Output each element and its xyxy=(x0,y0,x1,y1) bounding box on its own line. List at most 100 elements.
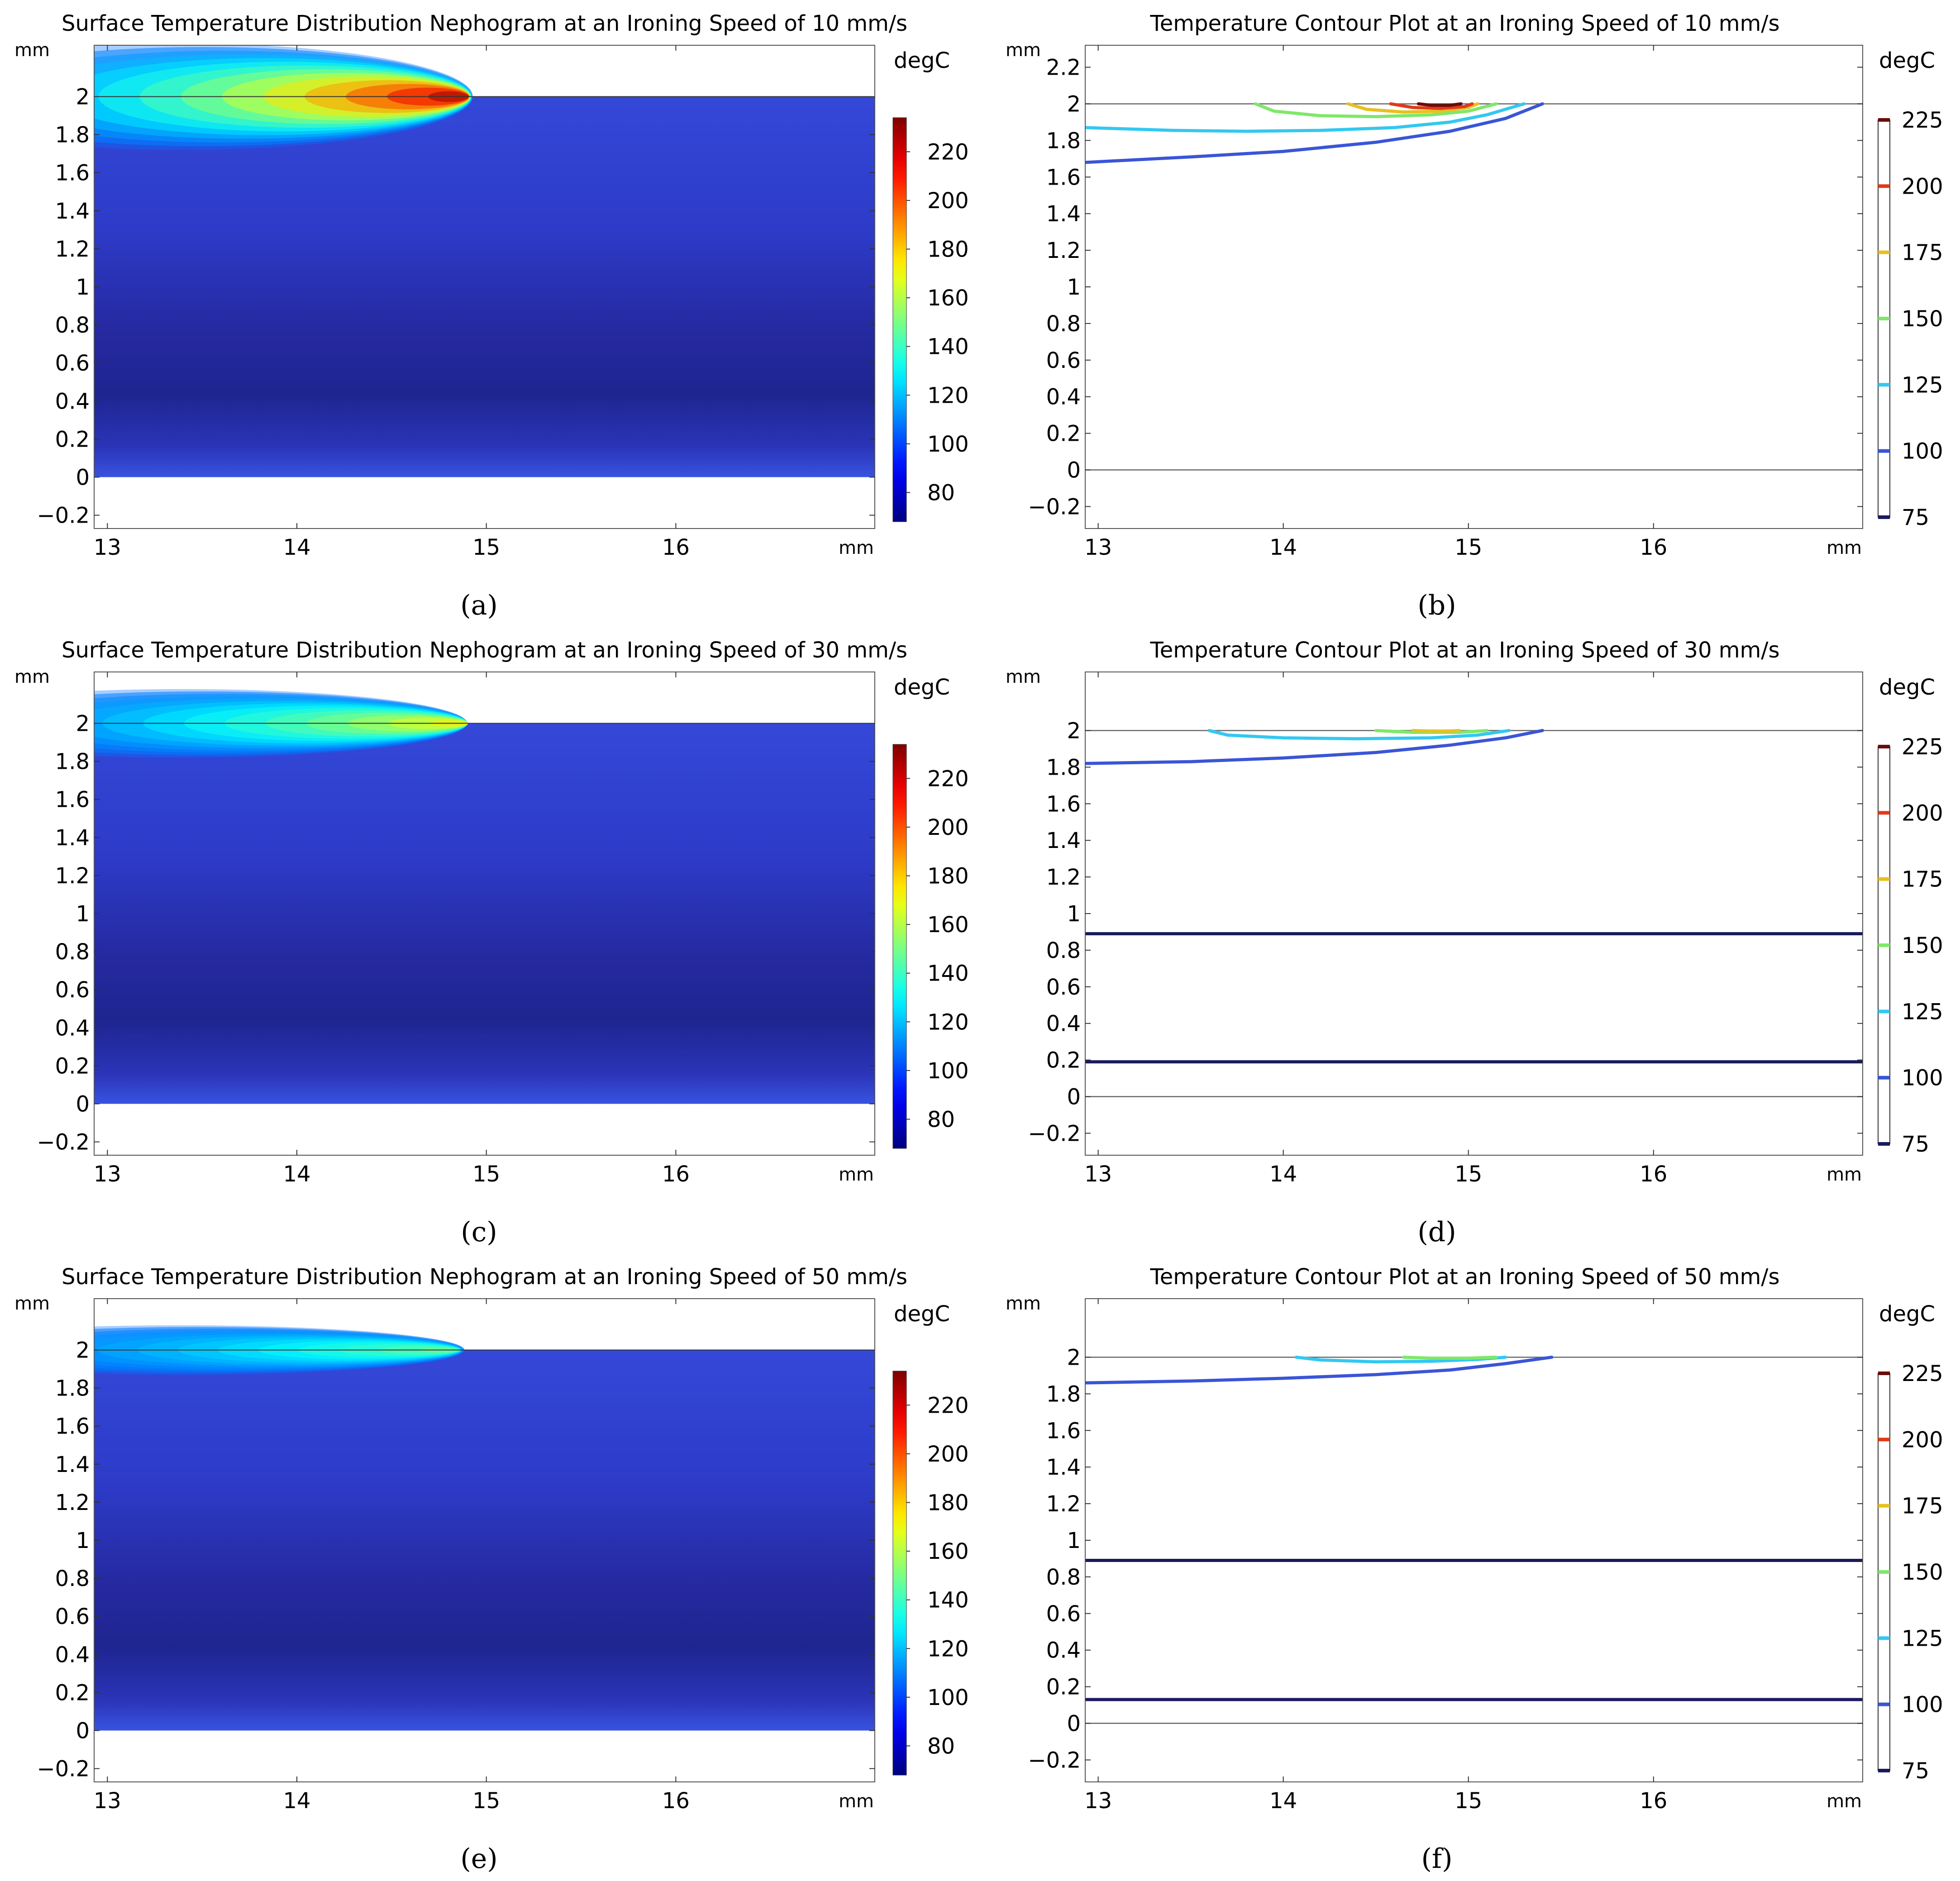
y-tick-label: 2 xyxy=(1067,1345,1081,1370)
colorbar-tick-label: 175 xyxy=(1902,240,1943,266)
panel-a: Surface Temperature Distribution Nephogr… xyxy=(14,11,969,621)
y-tick-label: 0.6 xyxy=(1046,975,1081,1000)
x-axis-unit: mm xyxy=(1826,538,1862,558)
colorbar-level-swatch xyxy=(1878,1438,1890,1442)
x-tick-label: 13 xyxy=(94,1788,121,1814)
colorbar-level-swatch xyxy=(1878,317,1890,320)
colorbar-tick-label: 100 xyxy=(927,1685,969,1710)
y-tick-label: 0.8 xyxy=(1046,938,1081,963)
x-tick-label: 13 xyxy=(1084,535,1112,560)
y-tick-label: −0.2 xyxy=(37,1130,90,1155)
colorbar-label: degC xyxy=(894,48,950,73)
y-tick-label: 1 xyxy=(1067,275,1081,300)
y-tick-label: 1 xyxy=(76,901,90,927)
x-axis-unit: mm xyxy=(839,1164,874,1185)
y-tick-label: 0.6 xyxy=(55,351,90,376)
chart-title: Surface Temperature Distribution Nephogr… xyxy=(62,11,907,36)
colorbar-label: degC xyxy=(1879,48,1935,73)
y-axis-unit: mm xyxy=(1006,667,1041,687)
colorbar-level-swatch xyxy=(1878,1010,1890,1014)
plot-frame xyxy=(1085,1298,1863,1782)
contour-line-125 xyxy=(1085,102,1526,133)
colorbar-tick-label: 200 xyxy=(1902,800,1943,826)
colorbar-tick-label: 175 xyxy=(1902,1494,1943,1519)
panel-d: Temperature Contour Plot at an Ironing S… xyxy=(1006,638,1943,1248)
y-tick-label: 1.2 xyxy=(55,237,90,262)
colorbar-level-swatch xyxy=(1878,449,1890,453)
chart-title: Surface Temperature Distribution Nephogr… xyxy=(62,638,907,663)
y-tick-label: 0.8 xyxy=(1046,311,1081,337)
y-tick-label: 0.2 xyxy=(1046,421,1081,447)
colorbar-tick-label: 125 xyxy=(1902,999,1943,1024)
x-axis-unit: mm xyxy=(1826,1791,1862,1812)
colorbar-level-swatch xyxy=(1878,1504,1890,1508)
x-tick-label: 14 xyxy=(1269,1162,1297,1187)
colorbar-tick-label: 75 xyxy=(1902,1758,1929,1784)
colorbar-tick-label: 160 xyxy=(927,286,969,311)
colorbar-label: degC xyxy=(1879,1301,1935,1327)
x-tick-label: 13 xyxy=(1084,1162,1112,1187)
y-tick-label: 0.4 xyxy=(55,1642,90,1667)
colorbar-level-swatch xyxy=(1878,383,1890,387)
y-tick-label: 1.6 xyxy=(1046,791,1081,817)
y-tick-label: 1.2 xyxy=(1046,865,1081,890)
contour-line-125 xyxy=(1207,729,1511,741)
colorbar-tick-label: 220 xyxy=(927,766,969,791)
y-tick-label: 1.2 xyxy=(55,863,90,889)
y-tick-label: 0.2 xyxy=(55,1053,90,1079)
colorbar-label: degC xyxy=(1879,675,1935,700)
x-axis-unit: mm xyxy=(839,1791,874,1812)
y-tick-label: 2.2 xyxy=(1046,55,1081,81)
plot-area xyxy=(1085,729,1863,1097)
colorbar-level-swatch xyxy=(1878,811,1890,815)
y-tick-label: 1 xyxy=(76,1528,90,1553)
x-tick-label: 14 xyxy=(1269,535,1297,560)
colorbar-level-swatch xyxy=(1878,1371,1890,1375)
y-tick-label: −0.2 xyxy=(1028,1121,1081,1146)
y-tick-label: 1.6 xyxy=(55,1414,90,1439)
y-tick-label: 1.8 xyxy=(55,749,90,775)
panel-b: Temperature Contour Plot at an Ironing S… xyxy=(1006,11,1943,621)
y-tick-label: 1.8 xyxy=(1046,755,1081,780)
temperature-field xyxy=(94,96,875,477)
colorbar-tick-label: 125 xyxy=(1902,372,1943,398)
colorbar-tick-label: 80 xyxy=(927,1733,955,1759)
x-tick-label: 15 xyxy=(1455,1788,1482,1814)
x-axis-unit: mm xyxy=(1826,1164,1862,1185)
x-tick-label: 16 xyxy=(662,1788,690,1814)
y-tick-label: 1.4 xyxy=(55,199,90,224)
x-tick-label: 13 xyxy=(94,1162,121,1187)
x-tick-label: 16 xyxy=(1640,535,1667,560)
colorbar-tick-label: 120 xyxy=(927,1636,969,1662)
y-tick-label: 1.4 xyxy=(55,1452,90,1477)
y-tick-label: 1.4 xyxy=(1046,1455,1081,1480)
y-tick-label: 1.8 xyxy=(1046,128,1081,153)
y-axis-unit: mm xyxy=(14,667,50,687)
panel-caption: (e) xyxy=(460,1843,497,1875)
colorbar-tick-label: 220 xyxy=(927,139,969,165)
x-tick-label: 15 xyxy=(1455,1162,1482,1187)
y-tick-label: 1.8 xyxy=(55,1376,90,1401)
colorbar-level-swatch xyxy=(1878,250,1890,254)
x-tick-label: 15 xyxy=(1455,535,1482,560)
y-tick-label: 0 xyxy=(76,1091,90,1117)
chart-title: Temperature Contour Plot at an Ironing S… xyxy=(1150,638,1780,663)
contour-line-100 xyxy=(1085,729,1544,765)
colorbar-tick-label: 200 xyxy=(927,1442,969,1467)
colorbar-tick-label: 150 xyxy=(1902,1560,1943,1585)
y-tick-label: 0.4 xyxy=(55,1015,90,1041)
colorbar-tick-label: 160 xyxy=(927,1539,969,1564)
y-tick-label: 0.6 xyxy=(1046,1601,1081,1627)
colorbar xyxy=(892,744,907,1149)
y-tick-label: 1.6 xyxy=(1046,1418,1081,1443)
colorbar-tick-label: 225 xyxy=(1902,734,1943,760)
y-tick-label: 0.4 xyxy=(1046,1638,1081,1663)
colorbar-tick-label: 225 xyxy=(1902,108,1943,133)
colorbar-level-swatch xyxy=(1878,184,1890,188)
y-tick-label: 1.6 xyxy=(1046,165,1081,190)
colorbar-tick-label: 100 xyxy=(1902,439,1943,464)
colorbar-tick-label: 200 xyxy=(927,188,969,214)
y-tick-label: 0.2 xyxy=(1046,1048,1081,1073)
y-tick-label: 0.2 xyxy=(55,1680,90,1705)
